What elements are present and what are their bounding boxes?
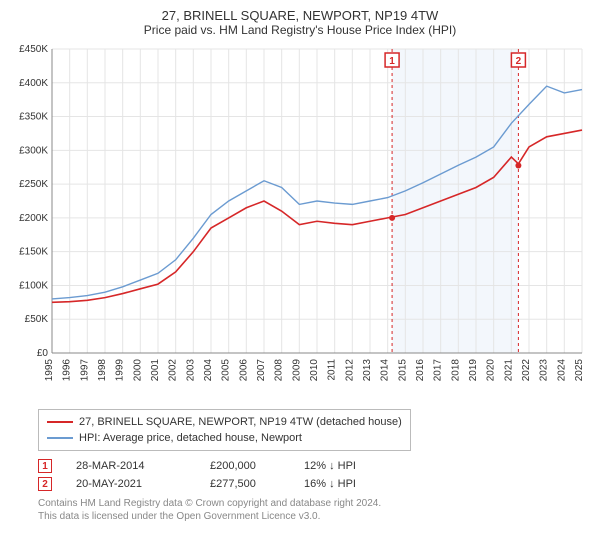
- x-tick-label: 2007: [256, 359, 267, 382]
- x-tick-label: 1996: [62, 359, 73, 382]
- legend: 27, BRINELL SQUARE, NEWPORT, NP19 4TW (d…: [38, 409, 411, 451]
- x-tick-label: 2017: [433, 359, 444, 382]
- copyright-line2: This data is licensed under the Open Gov…: [38, 510, 592, 523]
- chart-subtitle: Price paid vs. HM Land Registry's House …: [8, 23, 592, 37]
- sale-date: 20-MAY-2021: [76, 478, 186, 490]
- x-tick-label: 2015: [397, 359, 408, 382]
- x-tick-label: 2008: [274, 359, 285, 382]
- sale-diff: 12% ↓ HPI: [304, 460, 394, 472]
- x-tick-label: 2020: [486, 359, 497, 382]
- y-tick-label: £400K: [19, 78, 48, 89]
- copyright-line1: Contains HM Land Registry data © Crown c…: [38, 497, 592, 510]
- x-tick-label: 2016: [415, 359, 426, 382]
- sale-point: [515, 163, 521, 169]
- sale-row-badge: 1: [38, 459, 52, 473]
- chart-area: £0 £50K £100K £150K £200K £250K £300K £350K £400…: [8, 43, 592, 403]
- x-tick-label: 2004: [203, 359, 214, 382]
- x-tick-label: 2025: [574, 359, 585, 382]
- legend-label: 27, BRINELL SQUARE, NEWPORT, NP19 4TW (d…: [79, 414, 402, 430]
- y-tick-label: £50K: [25, 314, 49, 325]
- legend-swatch: [47, 437, 73, 439]
- y-tick-label: £0: [37, 348, 49, 359]
- sales-table: 1 28-MAR-2014 £200,000 12% ↓ HPI 2 20-MAY-202…: [38, 459, 592, 491]
- chart-container: 27, BRINELL SQUARE, NEWPORT, NP19 4TW Pr…: [0, 0, 600, 560]
- x-tick-label: 2001: [150, 359, 161, 382]
- x-tick-label: 2013: [362, 359, 373, 382]
- legend-row: HPI: Average price, detached house, Newp…: [47, 430, 402, 446]
- x-tick-label: 2011: [327, 359, 338, 381]
- chart-title: 27, BRINELL SQUARE, NEWPORT, NP19 4TW: [8, 8, 592, 23]
- x-tick-label: 2012: [344, 359, 355, 382]
- x-tick-label: 2006: [238, 359, 249, 382]
- shaded-band: [392, 49, 518, 353]
- legend-swatch: [47, 421, 73, 423]
- sale-row-badge: 2: [38, 477, 52, 491]
- x-tick-label: 1995: [44, 359, 55, 382]
- y-tick-label: £250K: [19, 179, 48, 190]
- sale-row: 1 28-MAR-2014 £200,000 12% ↓ HPI: [38, 459, 592, 473]
- x-tick-label: 1999: [115, 359, 126, 382]
- x-tick-label: 2018: [450, 359, 461, 382]
- x-tick-label: 2000: [132, 359, 143, 382]
- sale-badge-label: 1: [389, 56, 395, 67]
- y-tick-label: £200K: [19, 213, 48, 224]
- x-tick-label: 2014: [380, 359, 391, 382]
- x-tick-label: 2023: [539, 359, 550, 382]
- x-tick-label: 2002: [168, 359, 179, 382]
- x-tick-label: 2021: [503, 359, 514, 382]
- x-tick-label: 2003: [185, 359, 196, 382]
- x-tick-label: 2024: [556, 359, 567, 382]
- y-tick-label: £150K: [19, 247, 48, 258]
- x-tick-label: 1998: [97, 359, 108, 382]
- sale-point: [389, 215, 395, 221]
- legend-row: 27, BRINELL SQUARE, NEWPORT, NP19 4TW (d…: [47, 414, 402, 430]
- sale-price: £277,500: [210, 478, 280, 490]
- sale-date: 28-MAR-2014: [76, 460, 186, 472]
- y-tick-label: £350K: [19, 112, 48, 123]
- x-tick-label: 2005: [221, 359, 232, 382]
- sale-row: 2 20-MAY-2021 £277,500 16% ↓ HPI: [38, 477, 592, 491]
- copyright-notice: Contains HM Land Registry data © Crown c…: [38, 497, 592, 523]
- legend-label: HPI: Average price, detached house, Newp…: [79, 430, 302, 446]
- y-tick-label: £300K: [19, 145, 48, 156]
- x-tick-label: 2010: [309, 359, 320, 382]
- x-tick-label: 2022: [521, 359, 532, 382]
- sale-price: £200,000: [210, 460, 280, 472]
- x-tick-label: 2009: [291, 359, 302, 382]
- y-tick-label: £450K: [19, 44, 48, 55]
- x-tick-label: 2019: [468, 359, 479, 382]
- y-tick-label: £100K: [19, 280, 48, 291]
- line-chart-svg: £0 £50K £100K £150K £200K £250K £300K £350K £400…: [8, 43, 592, 403]
- sale-diff: 16% ↓ HPI: [304, 478, 394, 490]
- sale-badge-label: 2: [516, 56, 522, 67]
- x-tick-label: 1997: [79, 359, 90, 382]
